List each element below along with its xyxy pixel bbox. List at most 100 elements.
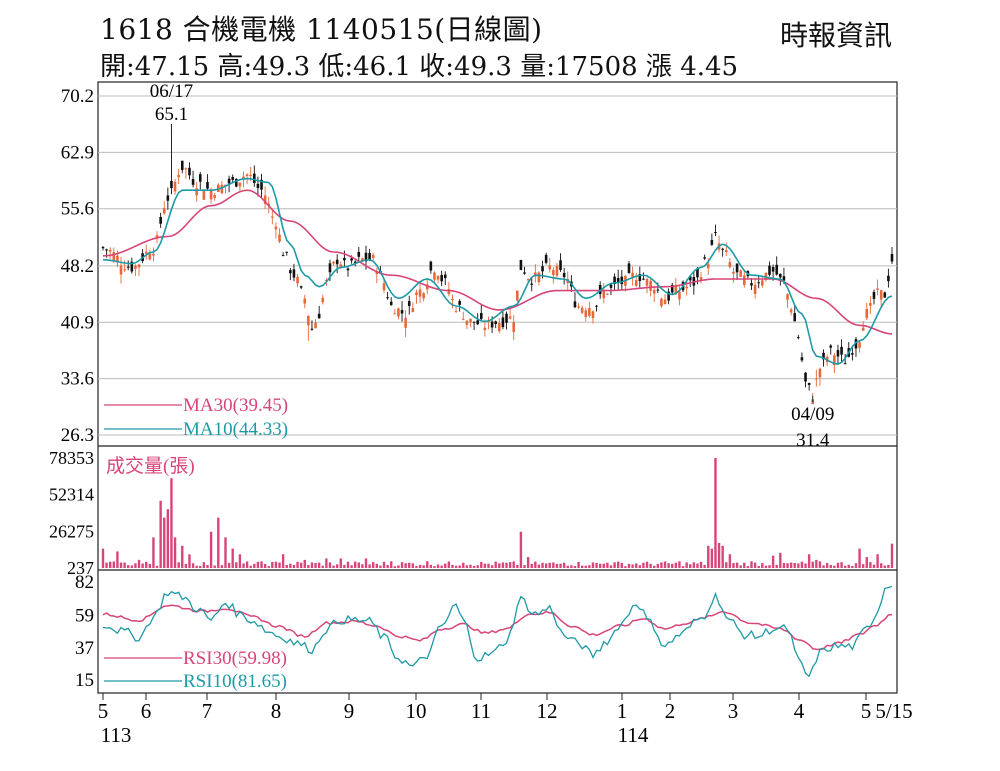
candle-body [620,276,624,285]
volume-bar [732,563,735,568]
volume-bar [692,562,696,568]
volume-bar [505,562,508,568]
candle-body [303,298,307,304]
volume-bar [332,565,335,568]
volume-bar [746,566,750,568]
volume-bar [155,565,159,568]
candle-body [260,179,263,190]
volume-bar [782,563,786,568]
volume-bar [202,562,206,568]
volume-bar [764,565,768,568]
candle-body [159,216,162,224]
candle-body [580,307,584,313]
volume-bar [393,566,397,568]
candle-body [858,342,861,348]
volume-bar [653,565,656,568]
volume-bar [134,563,137,568]
volume-bar [220,565,224,568]
candle-body [724,250,728,253]
candle-body [490,321,494,328]
volume-bar [598,563,602,568]
volume-bar [512,561,515,568]
volume-bar [678,561,681,568]
candle-body [314,322,317,329]
volume-bar [263,563,267,568]
candle-body [685,286,688,289]
candle-body [371,254,375,259]
candle-body [231,177,234,180]
candle-body [706,264,710,269]
candle-body [807,382,811,385]
candle-body [541,266,544,272]
candle-body [393,313,397,315]
volume-bar [714,458,717,568]
candle-body [696,268,699,278]
volume-bar [660,562,663,568]
candle-body [249,175,253,177]
candle-body [116,255,119,263]
candle-body [130,261,134,272]
volume-bar [768,565,771,568]
volume-bar [480,562,483,568]
volume-bar [642,562,645,568]
volume-bar [487,563,490,568]
candle-body [703,257,706,259]
candle-body [526,279,530,281]
candle-body [631,272,634,278]
volume-bar [292,564,296,568]
volume-bar [847,564,850,568]
volume-bar [811,561,814,568]
volume-bar [130,565,134,568]
candle-body [108,249,112,252]
volume-bar [833,565,836,568]
volume-bar [372,562,375,568]
price-tick-label: 62.9 [61,142,94,163]
price-tick-label: 40.9 [61,312,94,333]
volume-bar [184,563,188,568]
candle-body [451,298,454,301]
volume-bar [325,558,328,568]
candle-body [750,283,753,286]
candle-body [105,249,108,251]
volume-bar [887,564,890,568]
volume-bar [469,564,472,568]
month-label: 7 [202,699,213,723]
volume-bar [534,561,537,568]
volume-tick-label: 237 [67,558,94,578]
ma-legend-label: MA30(39.45) [183,395,288,416]
candle-body [829,345,833,348]
plot-border [97,81,898,694]
candle-body [404,317,407,328]
volume-bar [508,562,512,568]
volume-bar [274,561,278,568]
month-label: 6 [141,699,152,723]
volume-bar [797,563,800,568]
candle-body [317,313,321,319]
volume-bar [429,564,433,568]
candle-body [883,292,887,298]
volume-bar [357,562,360,568]
candle-body [833,355,836,366]
candle-body [148,253,152,260]
candle-body [454,310,458,312]
candle-body [364,252,368,262]
volume-bar [541,562,544,568]
candle-body [616,278,620,284]
candle-body [350,258,353,261]
volume-bar [476,565,479,568]
volume-bar [649,563,652,568]
candle-body [411,308,415,312]
candle-body [422,293,425,299]
volume-bar [422,565,425,568]
candle-body [602,291,606,299]
candle-body [386,297,389,299]
volume-bar [177,562,180,568]
volume-bar [750,561,753,568]
volume-bar [800,561,804,568]
volume-bar [166,509,170,568]
candle-body [876,288,879,290]
low-value-label: 31.4 [796,430,830,451]
candle-body [479,313,483,320]
volume-bar [516,564,519,568]
candle-body [854,339,858,349]
